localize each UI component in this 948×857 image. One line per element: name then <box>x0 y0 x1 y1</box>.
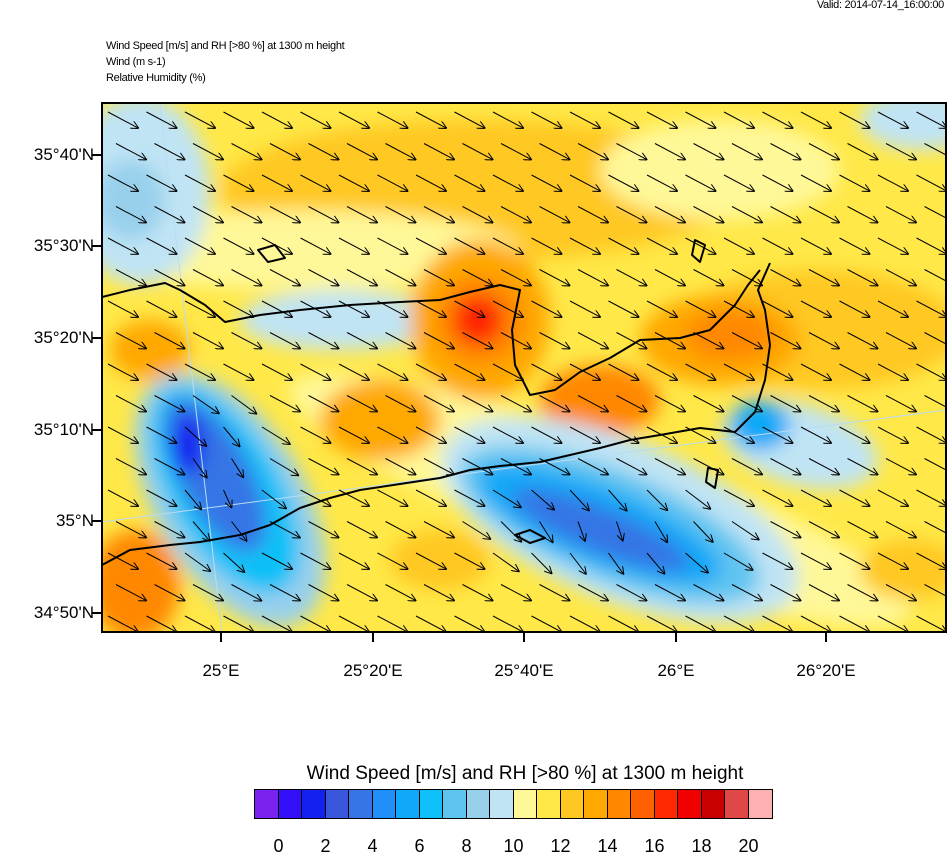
colorbar-swatch <box>678 790 702 818</box>
colorbar-swatch <box>443 790 467 818</box>
wind-speed-map <box>0 0 948 700</box>
colorbar-swatch <box>279 790 303 818</box>
colorbar-title: Wind Speed [m/s] and RH [>80 %] at 1300 … <box>0 763 948 785</box>
colorbar-swatch <box>467 790 491 818</box>
lat-label: 35°10'N <box>34 420 94 440</box>
colorbar-swatch <box>514 790 538 818</box>
colorbar-swatch <box>490 790 514 818</box>
colorbar-swatch <box>725 790 749 818</box>
colorbar-swatch <box>373 790 397 818</box>
colorbar-swatch <box>608 790 632 818</box>
colorbar-swatch <box>655 790 679 818</box>
lon-label: 26°E <box>657 661 694 681</box>
lat-label: 34°50'N <box>34 603 94 623</box>
colorbar-swatch <box>255 790 279 818</box>
lat-label: 35°30'N <box>34 236 94 256</box>
colorbar-swatch <box>702 790 726 818</box>
colorbar-swatch <box>631 790 655 818</box>
colorbar-swatch <box>302 790 326 818</box>
lon-label: 26°20'E <box>796 661 855 681</box>
lat-label: 35°20'N <box>34 328 94 348</box>
colorbar-swatch <box>420 790 444 818</box>
lat-label: 35°N <box>56 511 94 531</box>
colorbar-swatch <box>749 790 773 818</box>
colorbar-swatch <box>584 790 608 818</box>
lat-label: 35°40'N <box>34 145 94 165</box>
colorbar <box>254 789 773 819</box>
lon-label: 25°20'E <box>343 661 402 681</box>
colorbar-swatch <box>349 790 373 818</box>
lon-label: 25°40'E <box>494 661 553 681</box>
colorbar-swatch <box>396 790 420 818</box>
lon-label: 25°E <box>202 661 239 681</box>
colorbar-swatch <box>326 790 350 818</box>
colorbar-swatch <box>561 790 585 818</box>
filled-contours <box>70 90 948 669</box>
colorbar-swatch <box>537 790 561 818</box>
